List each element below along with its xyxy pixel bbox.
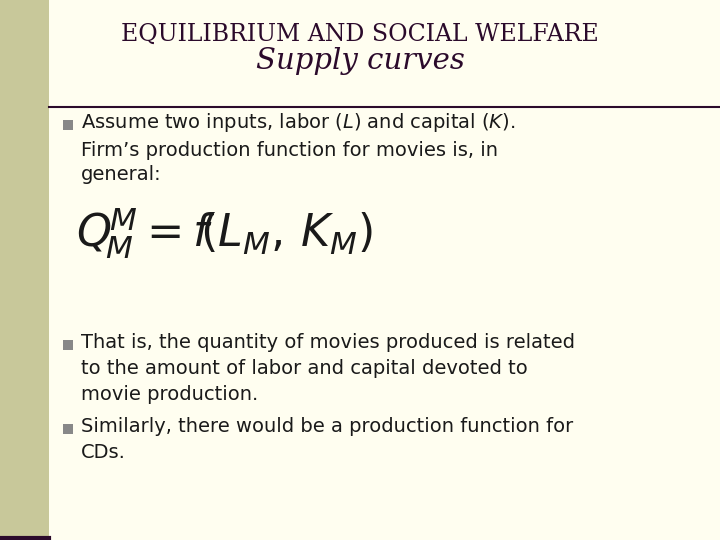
Text: EQUILIBRIUM AND SOCIAL WELFARE: EQUILIBRIUM AND SOCIAL WELFARE bbox=[121, 23, 599, 46]
Text: Similarly, there would be a production function for: Similarly, there would be a production f… bbox=[81, 416, 573, 435]
Text: to the amount of labor and capital devoted to: to the amount of labor and capital devot… bbox=[81, 359, 528, 377]
Text: movie production.: movie production. bbox=[81, 384, 258, 403]
Bar bbox=[63, 340, 73, 350]
Text: CDs.: CDs. bbox=[81, 442, 126, 462]
Text: Assume two inputs, labor ($L$) and capital ($K$).: Assume two inputs, labor ($L$) and capit… bbox=[81, 111, 516, 133]
Text: Firm’s production function for movies is, in: Firm’s production function for movies is… bbox=[81, 140, 498, 159]
Text: $Q^{\!M}_{\!M} = f\!\left(L_{M},\,K_{M}\right)$: $Q^{\!M}_{\!M} = f\!\left(L_{M},\,K_{M}\… bbox=[76, 205, 374, 261]
Text: Supply curves: Supply curves bbox=[256, 47, 464, 75]
Text: That is, the quantity of movies produced is related: That is, the quantity of movies produced… bbox=[81, 333, 575, 352]
Bar bbox=[63, 424, 73, 434]
Bar bbox=[0, 0, 49, 540]
Bar bbox=[63, 120, 73, 130]
Text: general:: general: bbox=[81, 165, 161, 185]
